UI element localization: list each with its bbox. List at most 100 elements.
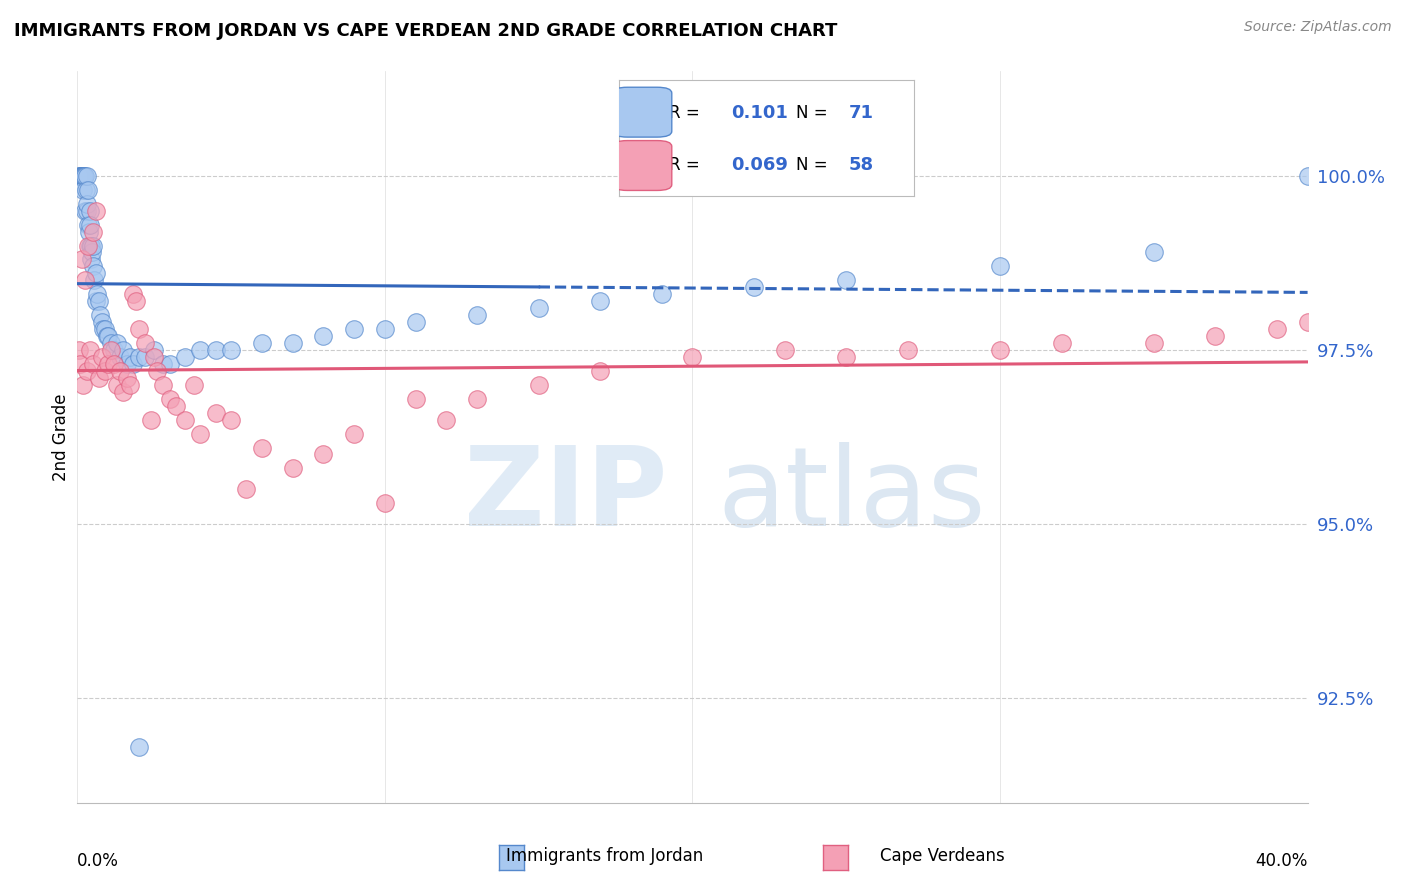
Point (87, 371, 110, 385)
Point (374, 496, 396, 510)
Point (103, 343, 125, 357)
Point (159, 392, 181, 406)
Point (143, 350, 166, 364)
Text: N =: N = (796, 156, 832, 174)
Point (77, 238, 100, 252)
Point (97, 329, 120, 343)
Text: Immigrants from Jordan: Immigrants from Jordan (506, 847, 703, 865)
Point (527, 377, 550, 392)
Point (82, 225, 104, 239)
Point (73, 203, 96, 218)
Point (72, 377, 94, 392)
Point (281, 461, 304, 475)
Point (134, 350, 156, 364)
Point (235, 483, 257, 497)
Point (143, 343, 166, 357)
Point (77, 183, 100, 197)
Point (93, 322, 115, 336)
Point (70, 169, 93, 183)
Point (77, 225, 100, 239)
Y-axis label: 2nd Grade: 2nd Grade (52, 393, 70, 481)
Point (76, 364, 98, 378)
Point (80, 252, 103, 267)
Text: R =: R = (669, 103, 704, 121)
Point (1265, 322, 1288, 336)
Point (134, 336, 156, 351)
FancyBboxPatch shape (613, 87, 672, 137)
Point (110, 350, 132, 364)
Point (405, 315, 427, 329)
Point (188, 426, 212, 441)
Point (96, 329, 118, 343)
Point (188, 343, 212, 357)
Point (589, 364, 612, 378)
Point (682, 350, 704, 364)
Point (79, 238, 101, 252)
Point (174, 350, 197, 364)
Point (83, 273, 105, 287)
Point (112, 384, 135, 399)
Point (105, 336, 128, 351)
Point (90, 350, 114, 364)
Point (146, 364, 169, 378)
Point (125, 294, 148, 309)
Point (1143, 336, 1166, 351)
Point (174, 412, 197, 426)
Point (118, 377, 141, 392)
Point (80, 238, 103, 252)
Point (82, 260, 104, 274)
Point (86, 287, 108, 301)
FancyBboxPatch shape (613, 141, 672, 191)
Point (281, 336, 304, 351)
Point (76, 169, 98, 183)
Point (159, 357, 181, 371)
Point (343, 426, 366, 441)
Point (1296, 169, 1319, 183)
Point (70, 169, 93, 183)
Point (110, 364, 132, 378)
Point (69, 357, 91, 371)
Point (835, 273, 858, 287)
Text: IMMIGRANTS FROM JORDAN VS CAPE VERDEAN 2ND GRADE CORRELATION CHART: IMMIGRANTS FROM JORDAN VS CAPE VERDEAN 2… (14, 22, 838, 40)
Text: N =: N = (796, 103, 832, 121)
Point (465, 308, 488, 322)
Point (82, 238, 104, 252)
Point (72, 183, 94, 197)
Point (76, 203, 98, 218)
Point (103, 357, 125, 371)
Point (84, 266, 107, 280)
Point (312, 329, 335, 343)
Point (742, 280, 765, 294)
Point (112, 343, 135, 357)
Point (589, 294, 612, 309)
Text: 58: 58 (849, 156, 875, 174)
Point (100, 336, 122, 351)
Text: 0.069: 0.069 (731, 156, 787, 174)
Point (76, 196, 98, 211)
Point (343, 322, 366, 336)
Point (250, 336, 273, 351)
Text: 40.0%: 40.0% (1256, 852, 1308, 870)
Point (204, 343, 226, 357)
Point (128, 740, 150, 755)
Point (67, 343, 90, 357)
Point (988, 260, 1011, 274)
Point (465, 392, 488, 406)
Point (897, 343, 920, 357)
Point (72, 169, 94, 183)
Point (141, 412, 163, 426)
Point (82, 357, 104, 371)
Point (84, 294, 107, 309)
Point (79, 218, 101, 232)
Point (183, 377, 205, 392)
Point (165, 399, 187, 413)
Point (121, 287, 143, 301)
Text: 0.0%: 0.0% (77, 852, 120, 870)
Point (79, 343, 101, 357)
Point (152, 357, 174, 371)
Point (773, 343, 796, 357)
Point (1296, 315, 1319, 329)
Point (79, 203, 101, 218)
Point (89, 308, 111, 322)
Point (1143, 245, 1166, 260)
